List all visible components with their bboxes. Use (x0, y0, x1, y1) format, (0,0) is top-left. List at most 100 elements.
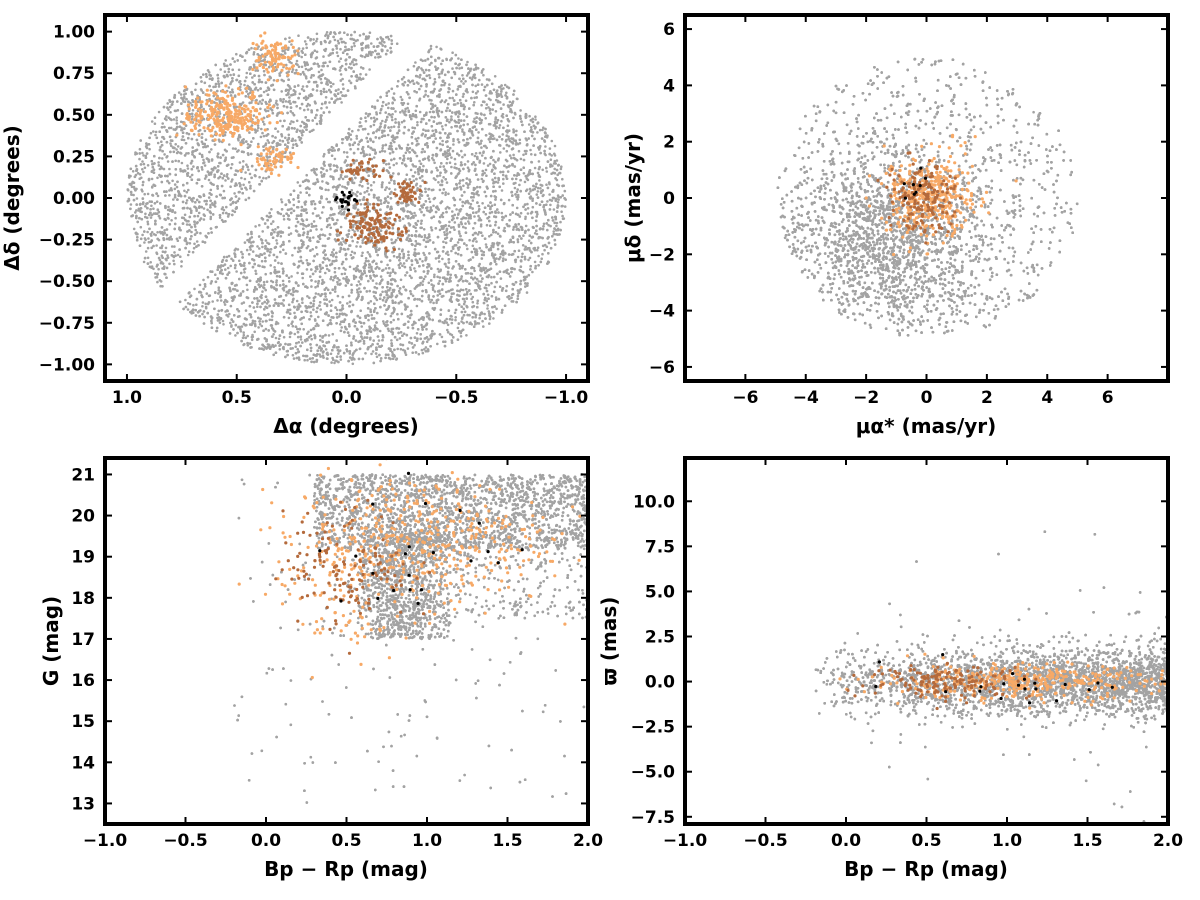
field-point (174, 160, 177, 163)
field-point (389, 166, 392, 169)
field-point (186, 243, 189, 246)
field-point (403, 262, 406, 265)
field-point (154, 122, 157, 125)
field-point (305, 68, 308, 71)
field-point (432, 302, 435, 305)
field-point (409, 147, 412, 150)
field-point (527, 259, 530, 262)
field-point (411, 351, 414, 354)
field-point (458, 67, 461, 70)
field-point (488, 322, 491, 325)
field-point (439, 276, 442, 279)
field-point (235, 270, 238, 273)
field-point (490, 276, 493, 279)
field-point (168, 168, 171, 171)
field-point (435, 167, 438, 170)
field-point (395, 162, 398, 165)
field-point (312, 308, 315, 311)
field-point (138, 158, 141, 161)
field-point (391, 101, 394, 104)
field-point (427, 95, 430, 98)
field-point (194, 229, 197, 232)
field-point (466, 61, 469, 64)
field-point (305, 174, 308, 177)
field-point (145, 250, 148, 253)
field-point (183, 190, 186, 193)
field-point (208, 196, 211, 199)
field-point (312, 38, 315, 41)
field-point (351, 46, 354, 49)
field-point (210, 148, 213, 151)
field-point (448, 221, 451, 224)
field-point (415, 184, 418, 187)
field-point (524, 218, 527, 221)
field-point (536, 131, 539, 134)
field-point (424, 134, 427, 137)
field-point (551, 140, 554, 143)
field-point (454, 319, 457, 322)
field-point (277, 262, 280, 265)
field-point (269, 264, 272, 267)
field-point (529, 188, 532, 191)
field-point (429, 77, 432, 80)
field-point (314, 270, 317, 273)
field-point (409, 266, 412, 269)
field-point (351, 240, 354, 243)
field-point (534, 167, 537, 170)
field-point (518, 184, 521, 187)
field-point (406, 173, 409, 176)
field-point (502, 182, 505, 185)
field-point (314, 325, 317, 328)
field-point (464, 80, 467, 83)
field-point (445, 162, 448, 165)
field-point (288, 134, 291, 137)
field-point (433, 333, 436, 336)
figure: 1.0 0.5 0.0 −0.5 −1.01.000.750.500.250.00−0.… (0, 0, 1200, 900)
field-point (332, 83, 335, 86)
field-point (337, 88, 340, 91)
field-point (210, 189, 213, 192)
field-point (364, 116, 367, 119)
field-point (329, 168, 332, 171)
field-point (442, 176, 445, 179)
field-point (358, 280, 361, 283)
field-point (332, 248, 335, 251)
field-point (374, 324, 377, 327)
field-point (316, 178, 319, 181)
field-point (340, 358, 343, 361)
field-point (479, 186, 482, 189)
field-point (379, 151, 382, 154)
field-point (302, 355, 305, 358)
field-point (280, 198, 283, 201)
field-point (322, 155, 325, 158)
field-point (311, 248, 314, 251)
field-point (150, 132, 153, 135)
field-point (329, 319, 332, 322)
field-point (460, 335, 463, 338)
field-point (235, 53, 238, 56)
field-point (297, 34, 300, 37)
field-point (516, 98, 519, 101)
field-point (544, 145, 547, 148)
field-point (446, 158, 449, 161)
field-point (243, 334, 246, 337)
field-point (266, 139, 269, 142)
field-point (400, 96, 403, 99)
field-point (148, 148, 151, 151)
field-point (396, 348, 399, 351)
field-point (280, 213, 283, 216)
field-point (454, 163, 457, 166)
field-point (554, 154, 557, 157)
field-point (233, 60, 236, 63)
field-point (357, 129, 360, 132)
field-point (295, 69, 298, 72)
field-point (424, 275, 427, 278)
field-point (414, 61, 417, 64)
field-point (246, 284, 249, 287)
field-point (457, 57, 460, 60)
field-point (436, 122, 439, 125)
field-point (193, 288, 196, 291)
field-point (257, 326, 260, 329)
field-point (528, 239, 531, 242)
field-point (503, 147, 506, 150)
